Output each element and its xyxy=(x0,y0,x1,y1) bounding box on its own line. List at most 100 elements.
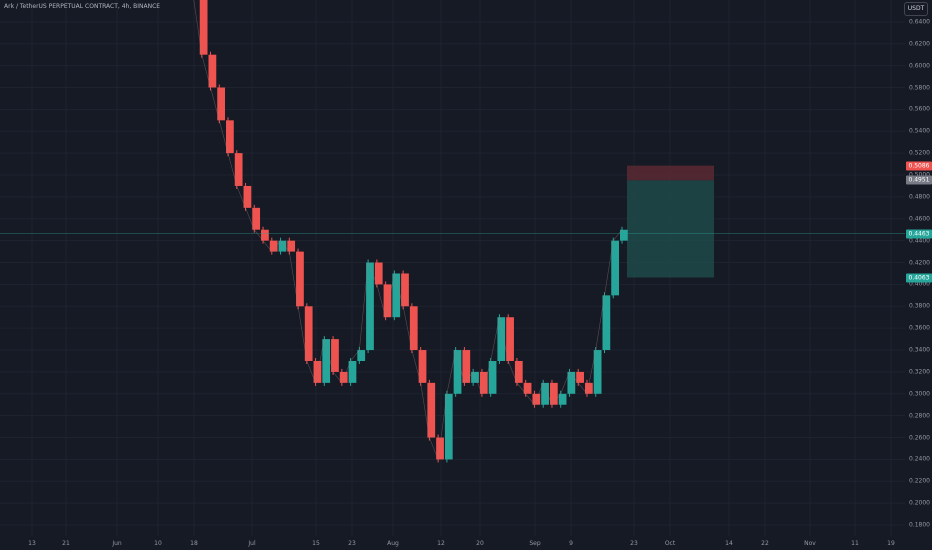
price-candle xyxy=(392,273,401,318)
time-tick-label: 22 xyxy=(761,540,769,547)
price-series xyxy=(193,0,628,463)
price-axis[interactable]: 0.6400 0.6200 0.6000 0.5800 0.5600 0.5400 0.52… xyxy=(905,0,932,536)
time-tick-label: Oct xyxy=(664,540,676,547)
price-candle xyxy=(567,371,576,394)
price-candle xyxy=(549,382,558,405)
price-candle xyxy=(226,120,234,154)
price-candle xyxy=(278,240,287,252)
price-candle xyxy=(593,350,602,394)
time-tick-label: Jul xyxy=(248,540,256,547)
price-tick-label: 0.1800 xyxy=(909,521,930,529)
time-tick-label: Aug xyxy=(387,540,399,547)
price-tick-label: 0.2000 xyxy=(909,499,930,507)
price-candle xyxy=(313,360,322,383)
price-candle xyxy=(269,240,278,252)
price-series-line xyxy=(193,0,623,461)
time-tick-label: 20 xyxy=(476,540,484,547)
time-tick-label: 11 xyxy=(851,540,859,547)
time-tick-label: Nov xyxy=(804,540,816,547)
price-tag-1: 0.4951 xyxy=(906,175,932,185)
price-tick-label: 0.3200 xyxy=(909,368,930,376)
price-tick-label: 0.2600 xyxy=(909,434,930,442)
price-tick-label: 0.5600 xyxy=(909,105,930,113)
time-tick-label: 18 xyxy=(190,540,198,547)
price-candle xyxy=(558,393,567,405)
price-tick-label: 0.6000 xyxy=(909,62,930,70)
price-candle xyxy=(366,262,374,351)
time-tick-label: Sep xyxy=(529,540,541,547)
price-candle xyxy=(243,185,252,208)
price-tick-label: 0.4000 xyxy=(909,280,930,288)
currency-button[interactable]: USDT xyxy=(904,2,928,16)
price-tick-label: 0.3800 xyxy=(909,302,930,310)
time-tick-label: 23 xyxy=(348,540,356,547)
time-tick-label: 19 xyxy=(887,540,895,547)
price-tick-label: 0.2200 xyxy=(909,477,930,485)
price-candle xyxy=(374,262,383,285)
price-tick-label: 0.3000 xyxy=(909,390,930,398)
time-tick-label: 21 xyxy=(62,540,70,547)
price-tick-label: 0.3600 xyxy=(909,324,930,332)
price-candle xyxy=(287,240,296,252)
price-candle xyxy=(427,382,436,438)
price-tick-label: 0.2400 xyxy=(909,455,930,463)
position-tool[interactable] xyxy=(627,165,714,278)
time-tick-label: 13 xyxy=(28,540,36,547)
price-candle xyxy=(541,382,549,405)
price-tag-0: 0.5086 xyxy=(906,161,932,171)
price-tag-2: 0.4463 xyxy=(906,229,932,239)
price-candle xyxy=(304,306,313,361)
price-candle xyxy=(217,87,226,121)
price-candle xyxy=(234,153,243,186)
price-candle xyxy=(462,350,471,383)
take-profit-zone xyxy=(627,180,714,278)
price-candle xyxy=(576,371,584,383)
price-candle xyxy=(208,54,217,88)
price-tick-label: 0.4600 xyxy=(909,215,930,223)
time-tick-label: Jun xyxy=(112,540,122,547)
price-candle xyxy=(331,339,339,372)
price-tick-label: 0.5200 xyxy=(909,149,930,157)
price-chart[interactable] xyxy=(0,0,905,536)
price-candle xyxy=(261,229,269,241)
stop-loss-zone xyxy=(627,165,714,181)
price-candle xyxy=(488,360,497,394)
price-candle xyxy=(322,339,331,383)
price-candle xyxy=(383,284,392,318)
price-candle xyxy=(497,317,506,361)
price-candle xyxy=(611,240,619,296)
price-tick-label: 0.4400 xyxy=(909,237,930,245)
price-candle xyxy=(453,350,462,394)
price-tick-label: 0.2800 xyxy=(909,412,930,420)
price-candle xyxy=(348,360,357,383)
price-candle xyxy=(523,382,532,394)
price-tick-label: 0.5000 xyxy=(909,172,930,179)
price-candle xyxy=(620,229,628,241)
price-tick-label: 0.6200 xyxy=(909,40,930,48)
time-axis[interactable]: 13 21 Jun 10 18 Jul 15 23 Aug 12 20 Sep 9 23 Oct 14 22 No… xyxy=(0,536,905,550)
price-candle xyxy=(252,207,261,230)
price-tick-label: 0.6400 xyxy=(909,18,930,26)
price-candle xyxy=(602,295,611,351)
time-tick-label: 15 xyxy=(312,540,320,547)
price-candle xyxy=(479,371,488,394)
time-tick-label: 9 xyxy=(569,540,573,547)
price-candle xyxy=(296,251,304,307)
time-tick-label: 14 xyxy=(725,540,733,547)
time-tick-label: 10 xyxy=(154,540,162,547)
time-tick-label: 23 xyxy=(630,540,638,547)
price-candle xyxy=(444,393,453,460)
price-tick-label: 0.3400 xyxy=(909,346,930,354)
chart-title: Ark / TetherUS PERPETUAL CONTRACT, 4h, B… xyxy=(4,3,161,10)
price-candle xyxy=(514,360,523,383)
price-candle xyxy=(409,306,418,351)
price-candle xyxy=(436,437,444,460)
price-candle xyxy=(584,382,593,394)
price-tag-3: 0.4063 xyxy=(906,273,932,283)
price-tick-label: 0.5800 xyxy=(909,84,930,91)
price-candle xyxy=(357,350,366,361)
price-tick-label: 0.4800 xyxy=(909,193,930,201)
price-tick-label: 0.5400 xyxy=(909,127,930,135)
price-candle xyxy=(401,273,409,307)
